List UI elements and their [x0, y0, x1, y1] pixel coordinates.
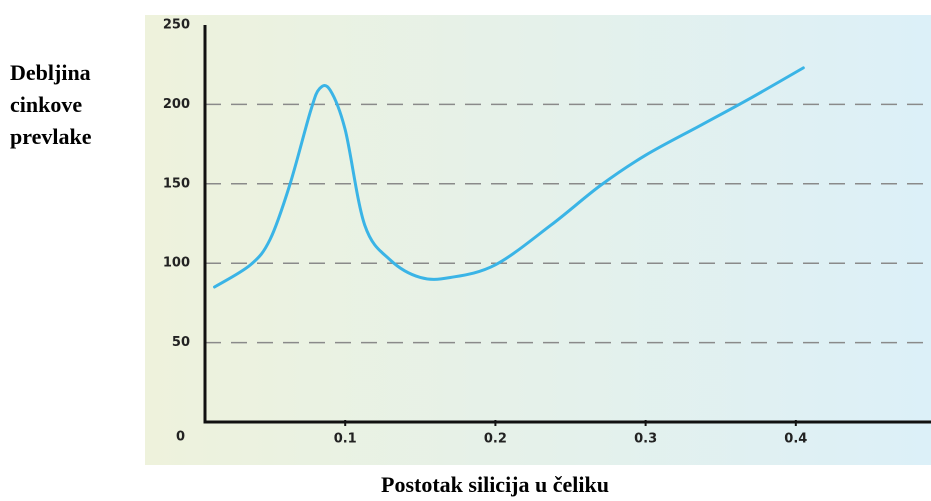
- y-tick-label: 50: [172, 335, 190, 350]
- y-label: cinkove: [10, 92, 82, 117]
- y-tick-label: 100: [163, 256, 190, 271]
- x-tick-label: 0.4: [784, 432, 807, 447]
- data-line: [213, 66, 805, 289]
- plot-background: [145, 15, 931, 465]
- axes: [203, 25, 931, 424]
- y-tick-label: 150: [163, 176, 190, 191]
- y-tick-label: 0: [176, 430, 185, 445]
- y-tick-label: 250: [163, 18, 190, 33]
- x-tick-label: 0.3: [634, 432, 657, 447]
- x-tick-label: 0.1: [334, 432, 357, 447]
- x-tick-label: 0.2: [484, 432, 507, 447]
- x-label: Postotak silicija u čeliku: [381, 472, 609, 497]
- y-label: Debljina: [10, 60, 91, 85]
- y-tick-label: 200: [163, 97, 190, 112]
- y-label: prevlake: [10, 124, 92, 149]
